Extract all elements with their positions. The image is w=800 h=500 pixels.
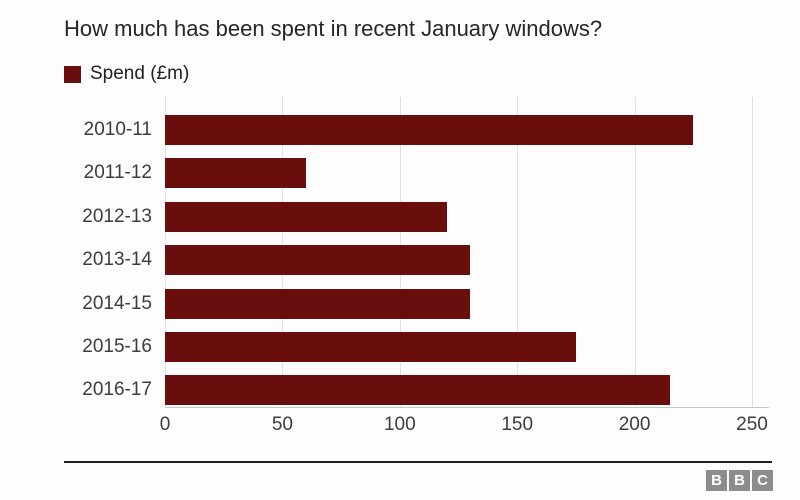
x-tick-label: 100 [383,414,416,435]
bbc-logo-letter: C [752,470,773,491]
x-tick-label: 150 [501,414,534,435]
y-category-label: 2011-12 [83,162,152,184]
bar [165,201,447,232]
y-category-label: 2016-17 [82,379,152,401]
x-tick-label: 200 [618,414,651,435]
bbc-logo: B B C [706,470,773,491]
bar [165,245,471,276]
gridline [517,97,519,408]
gridline [752,97,753,408]
chart-title: How much has been spent in recent Januar… [64,16,603,41]
x-tick-label: 50 [271,414,293,435]
legend-label: Spend (£m) [90,63,190,84]
y-category-label: 2012-13 [82,205,152,227]
y-category-label: 2013-14 [82,249,152,271]
x-tick-label: 250 [736,414,768,435]
x-axis-line [165,407,769,408]
legend: Spend (£m) [64,63,189,85]
bbc-logo-letter: B [729,470,750,491]
plot-area: 0 50 100 150 200 250 2010-11 2011-12 2012-13 2013… [82,97,769,435]
bar [165,158,306,189]
bar [165,332,576,362]
y-category-label: 2010-11 [83,119,152,140]
footer-divider [64,461,772,463]
y-category-label: 2014-15 [82,292,152,314]
gridline [634,97,636,408]
bbc-logo-letter: B [706,470,727,491]
legend-swatch-icon [64,65,81,83]
bar [165,288,471,319]
y-category-label: 2015-16 [82,336,152,357]
bar [165,115,694,145]
bar [165,375,670,406]
x-tick-label: 0 [159,414,171,435]
